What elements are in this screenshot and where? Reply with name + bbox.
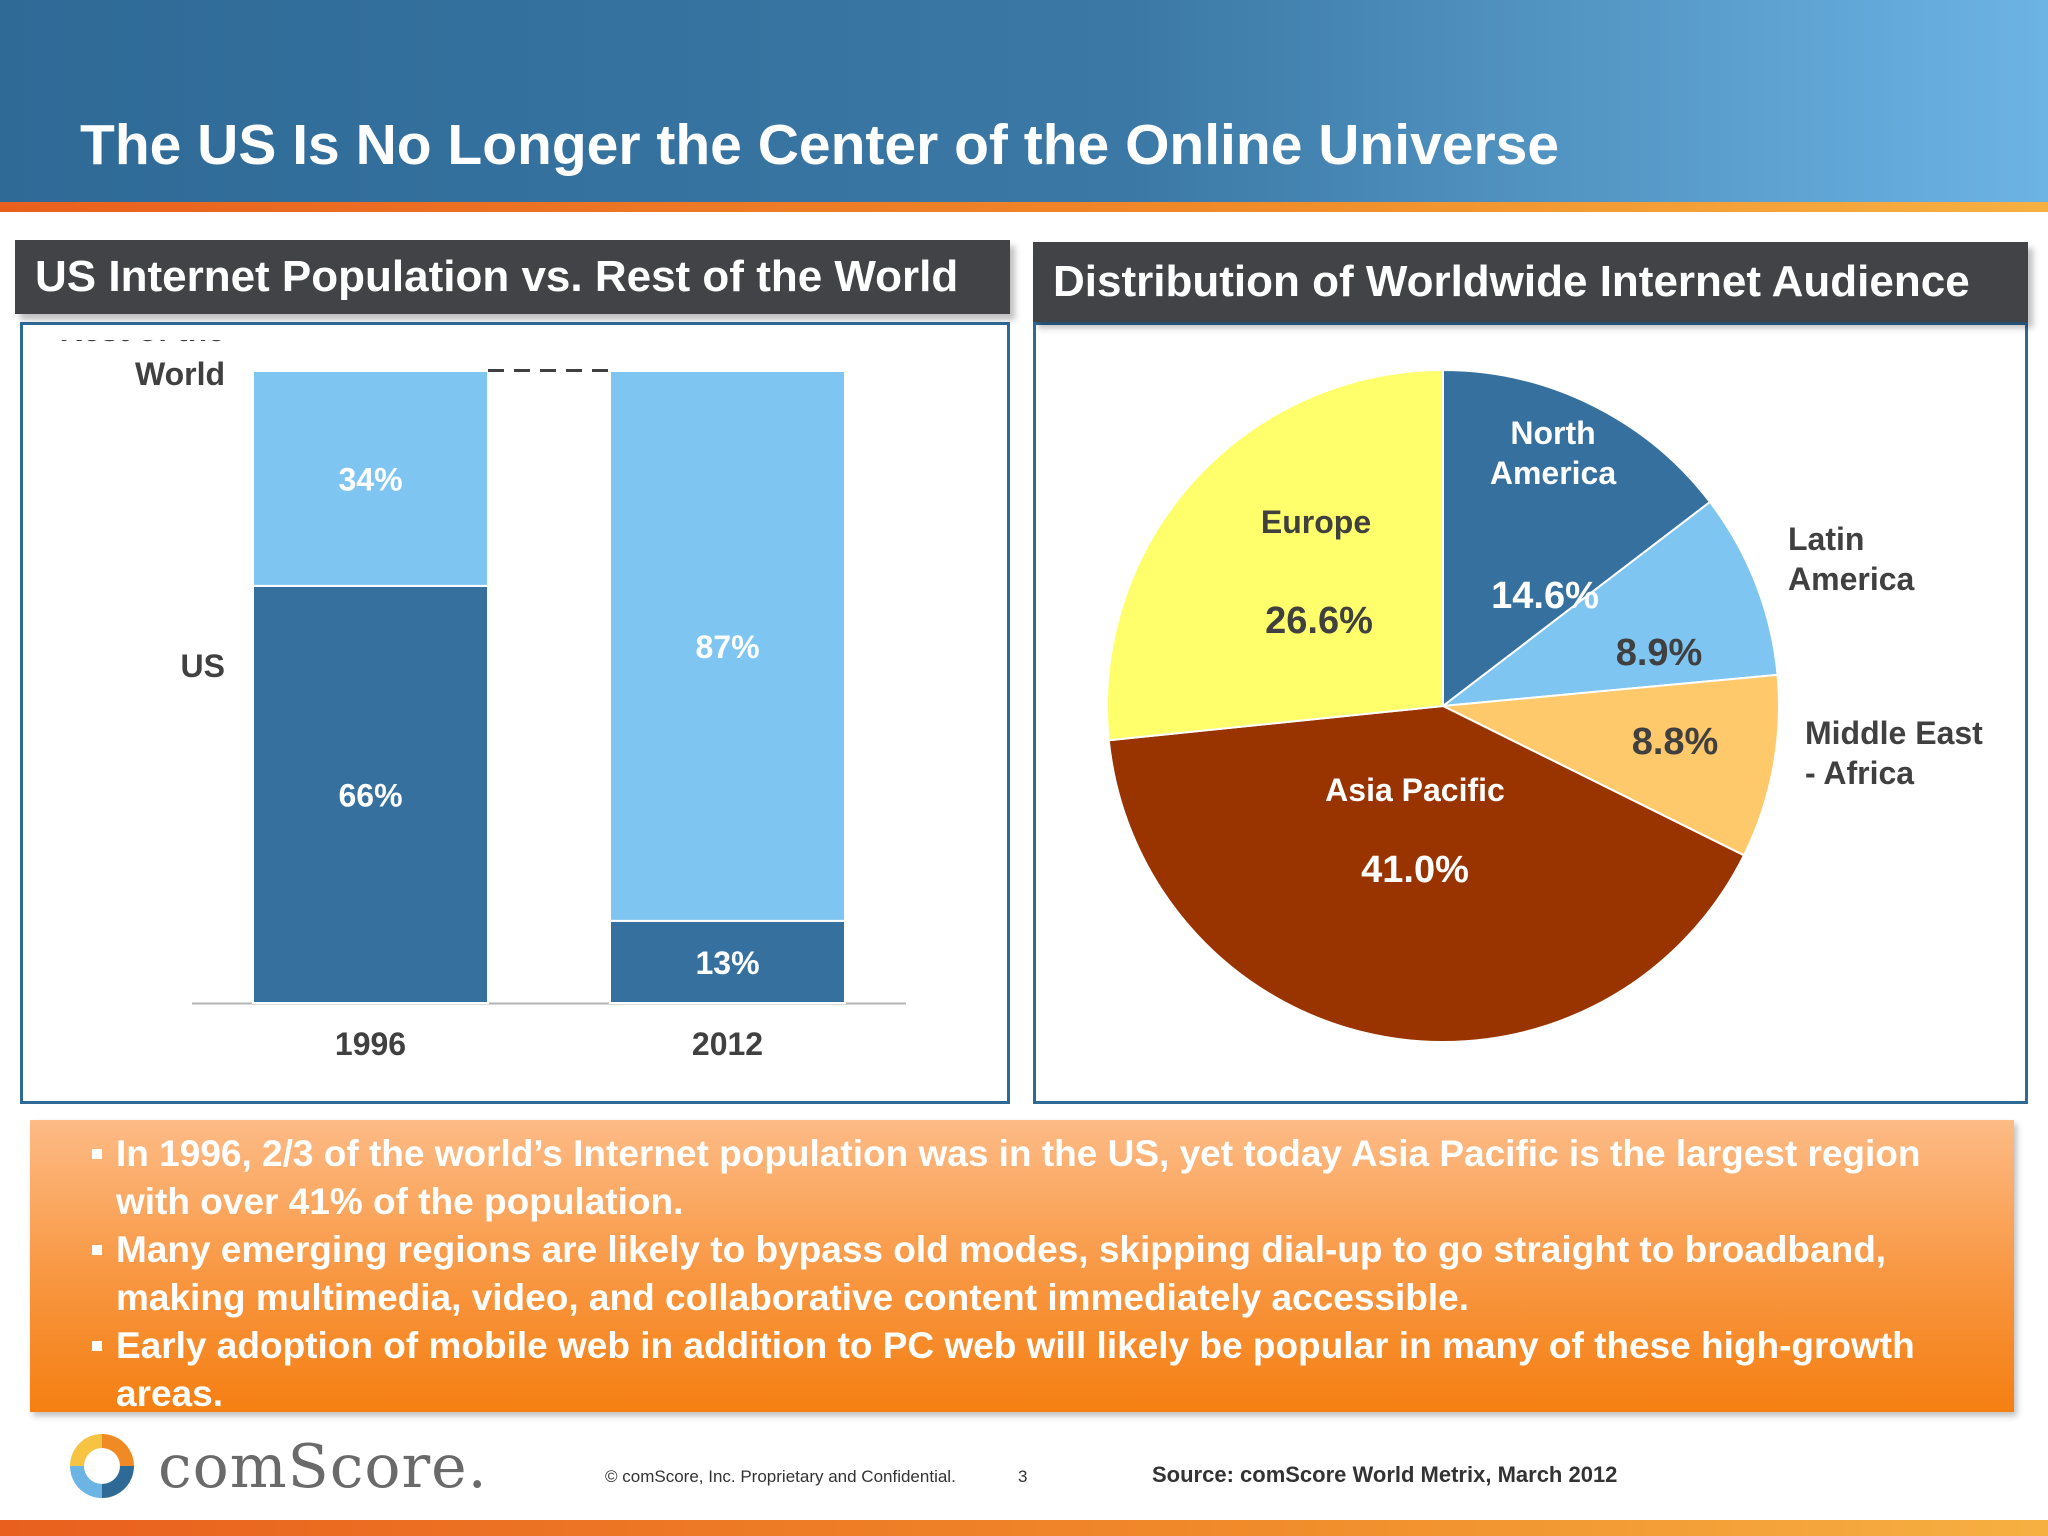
pie-chart: North America 14.6% Latin America 8.9% Middle …: [1106, 368, 1983, 1043]
takeaway-item: Many emerging regions are likely to bypa…: [90, 1226, 1994, 1322]
pie-slice: [1442, 368, 1712, 709]
bar-data-label: 66%: [338, 777, 402, 813]
page-number: 3: [1018, 1467, 1028, 1486]
pie-value-label: 8.9%: [1616, 632, 1703, 674]
key-takeaways-box: In 1996, 2/3 of the world’s Internet pop…: [30, 1120, 2014, 1414]
pie-category-label: Europe: [1261, 504, 1371, 540]
pie-category-label: Latin America: [1788, 521, 1915, 597]
bar-data-label: 13%: [695, 945, 759, 981]
comscore-logo: comScore.: [158, 1432, 488, 1502]
pie-category-label: Middle East - Africa: [1805, 715, 1983, 791]
pie-slice: [1107, 704, 1746, 1043]
slide-title: The US Is No Longer the Center of the On…: [80, 113, 1560, 177]
pie-value-label: 41.0%: [1361, 849, 1469, 891]
x-tick-label: 2012: [692, 1026, 763, 1062]
pie-value-label: 14.6%: [1491, 575, 1599, 617]
takeaways-list: In 1996, 2/3 of the world’s Internet pop…: [90, 1130, 1994, 1418]
bar-segment: [609, 919, 846, 1005]
bar-data-label: 34%: [338, 461, 402, 497]
pie-value-label: 26.6%: [1265, 600, 1373, 642]
pie-category-label: Asia Pacific: [1325, 772, 1505, 808]
series-label: US: [181, 648, 225, 684]
bar-segment: [252, 370, 489, 587]
bar-data-label: 87%: [695, 629, 759, 665]
footer-accent-rule: [0, 1520, 2048, 1536]
pie-slice: [1439, 500, 1779, 708]
pie-value-label: 8.8%: [1632, 721, 1719, 763]
bar-chart-panel-title: US Internet Population vs. Rest of the W…: [15, 240, 1010, 314]
x-tick-label: 1996: [335, 1026, 406, 1062]
header-accent-rule: [0, 202, 2048, 212]
bar-segment: [609, 370, 846, 922]
comscore-logo-icon: [70, 1434, 134, 1498]
source-note: Source: comScore World Metrix, March 201…: [1152, 1462, 1618, 1487]
pie-slice: [1439, 673, 1780, 857]
copyright-notice: © comScore, Inc. Proprietary and Confide…: [605, 1467, 956, 1486]
header-band: [0, 0, 2048, 202]
pie-slice: [1106, 368, 1444, 742]
bar-segment: [252, 584, 489, 1004]
takeaway-item: In 1996, 2/3 of the world’s Internet pop…: [90, 1130, 1994, 1226]
takeaway-item: Early adoption of mobile web in addition…: [90, 1322, 1994, 1418]
pie-category-label: North America: [1490, 415, 1617, 491]
pie-chart-panel-title: Distribution of Worldwide Internet Audie…: [1033, 242, 2028, 322]
